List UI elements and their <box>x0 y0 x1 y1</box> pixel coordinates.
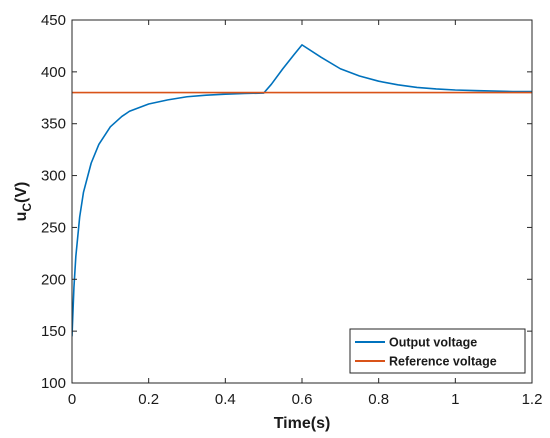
y-tick-label: 350 <box>41 116 66 133</box>
series-layer <box>72 44 532 337</box>
x-tick-label: 0.4 <box>215 391 236 408</box>
x-tick-label: 0.8 <box>368 391 389 408</box>
plot-area <box>72 20 532 383</box>
y-tick-label: 150 <box>41 323 66 340</box>
legend: Output voltage Reference voltage <box>349 328 526 374</box>
y-tick-label: 100 <box>41 375 66 392</box>
y-axis-label-main: u <box>13 212 30 222</box>
y-tick-label: 450 <box>41 12 66 29</box>
y-axis-label-unit: (V) <box>13 182 30 203</box>
x-tick-label: 0.6 <box>292 391 313 408</box>
x-tick-label: 0.2 <box>138 391 159 408</box>
legend-entry-output-voltage: Output voltage <box>389 336 477 350</box>
y-tick-label: 300 <box>41 168 66 185</box>
y-tick-label: 250 <box>41 219 66 236</box>
x-axis-label: Time(s) <box>274 415 331 432</box>
y-axis-label-subscript: C <box>20 203 34 212</box>
y-axis-label: uC(V) <box>13 182 34 222</box>
legend-box <box>349 328 526 374</box>
ticks-layer: 0 0.2 0.4 0.6 0.8 1 1.2 100 150 200 250 300 350 400 45… <box>41 12 542 408</box>
x-tick-label: 1 <box>451 391 459 408</box>
y-tick-label: 200 <box>41 271 66 288</box>
x-tick-label: 1.2 <box>522 391 543 408</box>
y-tick-label: 400 <box>41 64 66 81</box>
x-tick-label: 0 <box>68 391 76 408</box>
legend-entry-reference-voltage: Reference voltage <box>389 355 497 369</box>
